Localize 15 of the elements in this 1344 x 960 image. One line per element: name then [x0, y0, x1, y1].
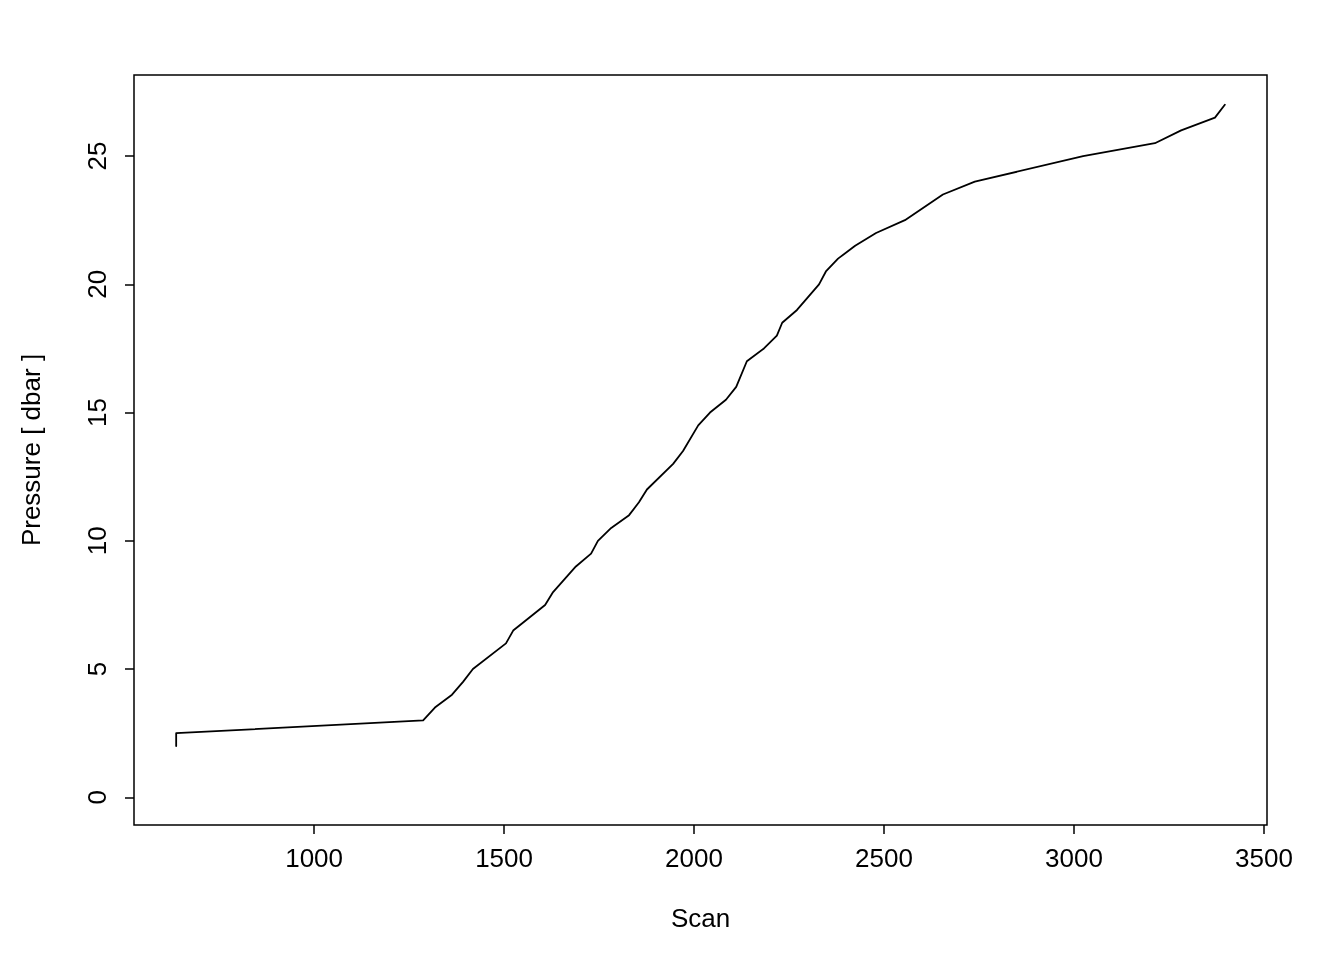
y-axis-title: Pressure [ dbar ]: [16, 353, 46, 547]
x-tick-label: 3500: [1235, 843, 1293, 873]
y-tick-label: 20: [82, 269, 112, 299]
line-series: [175, 103, 1226, 747]
y-tick-label: 0: [82, 790, 112, 805]
x-tick-label: 2500: [855, 843, 913, 873]
y-tick-label: 15: [82, 398, 112, 428]
y-tick-label: 25: [82, 141, 112, 171]
x-axis-title: Scan: [670, 903, 731, 933]
y-tick-label: 10: [82, 526, 112, 556]
y-tick-label: 5: [82, 661, 112, 677]
x-tick-label: 1000: [285, 843, 344, 873]
x-tick-label: 1500: [475, 843, 533, 873]
x-tick-label: 2000: [665, 843, 723, 873]
x-tick-label: 3000: [1045, 843, 1103, 873]
